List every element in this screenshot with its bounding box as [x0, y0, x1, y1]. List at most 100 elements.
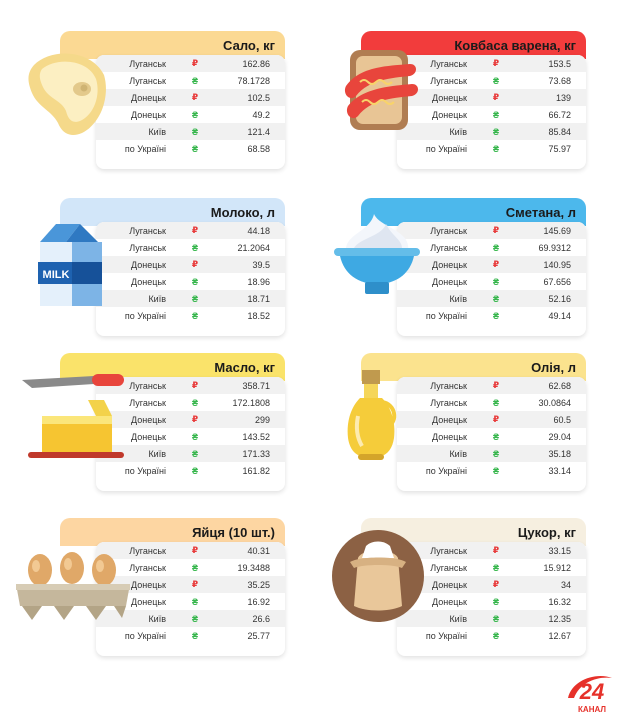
city-label: Луганськ — [129, 58, 166, 69]
card-title: Сметана, л — [505, 205, 576, 220]
table-row: по Україні ₴ 18.52 — [96, 307, 285, 324]
table-row: Донецьк ₴ 29.04 — [397, 428, 586, 445]
card-smetana: Сметана, л Луганськ ₽145.69 Луганськ ₴ 69.93… — [361, 198, 586, 338]
price-value: 49.14 — [548, 310, 571, 321]
ruble-sign-icon: ₽ — [191, 579, 199, 589]
card-tsukor: Цукор, кг Луганськ ₽33.15 Луганськ ₴ 15.912 Д… — [361, 518, 586, 658]
table-row: Луганськ ₽62.68 — [397, 377, 586, 394]
city-label: Київ — [148, 293, 166, 304]
price-value: 25.77 — [247, 630, 270, 641]
price-value: 139 — [555, 92, 571, 103]
city-label: Київ — [449, 126, 467, 137]
card-header — [361, 353, 586, 381]
hryvnia-sign-icon: ₴ — [191, 143, 198, 154]
table-row: Донецьк ₴ 18.96 — [96, 273, 285, 290]
sugar-sack-icon — [332, 530, 424, 622]
ruble-sign-icon: ₽ — [492, 545, 500, 555]
price-table: Луганськ ₽162.86 Луганськ ₴ 78.1728 Донецьк ₽1… — [96, 55, 285, 169]
city-label: Донецьк — [131, 92, 166, 103]
ruble-sign-icon: ₽ — [191, 225, 199, 235]
table-row: по Україні ₴ 25.77 — [96, 627, 285, 644]
price-value: 75.97 — [548, 143, 571, 154]
city-label: Донецьк — [432, 431, 467, 442]
hryvnia-sign-icon: ₴ — [191, 276, 198, 287]
svg-text:КАНАЛ: КАНАЛ — [578, 705, 606, 714]
city-label: Донецьк — [432, 414, 467, 425]
city-label: Донецьк — [131, 414, 166, 425]
price-value: 26.6 — [252, 613, 270, 624]
lard-icon — [28, 53, 106, 135]
price-value: 62.68 — [548, 380, 571, 391]
ruble-sign-icon: ₽ — [191, 259, 199, 269]
table-row: Донецьк ₴ 16.92 — [96, 593, 285, 610]
table-row: Київ ₴ 85.84 — [397, 123, 586, 140]
city-label: по Україні — [425, 630, 467, 641]
city-label: Луганськ — [430, 380, 467, 391]
city-label: Луганськ — [430, 397, 467, 408]
price-value: 18.52 — [247, 310, 270, 321]
hryvnia-sign-icon: ₴ — [191, 75, 198, 86]
oil-bottle-icon — [347, 370, 397, 460]
table-row: Донецьк ₴ 143.52 — [96, 428, 285, 445]
hryvnia-sign-icon: ₴ — [191, 109, 198, 120]
milk-carton-icon: MILK — [38, 224, 102, 306]
card-maslo: Масло, кг Луганськ ₽358.71 Луганськ ₴ 172.18… — [60, 353, 285, 493]
hryvnia-sign-icon: ₴ — [492, 143, 499, 154]
city-label: Луганськ — [129, 75, 166, 86]
city-label: Луганськ — [129, 562, 166, 573]
table-row: Донецьк ₽35.25 — [96, 576, 285, 593]
table-row: по Україні ₴ 75.97 — [397, 140, 586, 157]
ruble-sign-icon: ₽ — [492, 579, 500, 589]
hryvnia-sign-icon: ₴ — [191, 613, 198, 624]
table-row: по Україні ₴ 12.67 — [397, 627, 586, 644]
hryvnia-sign-icon: ₴ — [191, 465, 198, 476]
price-value: 39.5 — [252, 259, 270, 270]
city-label: Луганськ — [129, 397, 166, 408]
table-row: Донецьк ₽102.5 — [96, 89, 285, 106]
city-label: Луганськ — [129, 242, 166, 253]
hryvnia-sign-icon: ₴ — [492, 242, 499, 253]
price-value: 153.5 — [548, 58, 571, 69]
table-row: по Україні ₴ 68.58 — [96, 140, 285, 157]
channel-24-logo: 24 КАНАЛ — [568, 676, 612, 714]
city-label: Луганськ — [430, 58, 467, 69]
hryvnia-sign-icon: ₴ — [191, 431, 198, 442]
ruble-sign-icon: ₽ — [191, 545, 199, 555]
price-value: 19.3488 — [237, 562, 270, 573]
ruble-sign-icon: ₽ — [492, 92, 500, 102]
hryvnia-sign-icon: ₴ — [191, 596, 198, 607]
table-row: по Україні ₴ 33.14 — [397, 462, 586, 479]
price-value: 30.0864 — [538, 397, 571, 408]
price-value: 16.32 — [548, 596, 571, 607]
city-label: Луганськ — [129, 545, 166, 556]
hryvnia-sign-icon: ₴ — [191, 293, 198, 304]
hryvnia-sign-icon: ₴ — [492, 562, 499, 573]
table-row: Луганськ ₽33.15 — [397, 542, 586, 559]
card-title: Сало, кг — [223, 38, 275, 53]
price-value: 140.95 — [543, 259, 571, 270]
hryvnia-sign-icon: ₴ — [191, 126, 198, 137]
table-row: по Україні ₴ 161.82 — [96, 462, 285, 479]
ruble-sign-icon: ₽ — [492, 259, 500, 269]
price-value: 52.16 — [548, 293, 571, 304]
price-value: 12.67 — [548, 630, 571, 641]
hryvnia-sign-icon: ₴ — [191, 242, 198, 253]
city-label: по Україні — [425, 465, 467, 476]
city-label: Київ — [449, 293, 467, 304]
price-table: Луганськ ₽62.68 Луганськ ₴ 30.0864 Донецьк ₽60… — [397, 377, 586, 491]
table-row: Луганськ ₽358.71 — [96, 377, 285, 394]
hryvnia-sign-icon: ₴ — [492, 465, 499, 476]
hryvnia-sign-icon: ₴ — [191, 562, 198, 573]
table-row: Луганськ ₽145.69 — [397, 222, 586, 239]
table-row: Луганськ ₽162.86 — [96, 55, 285, 72]
table-row: Луганськ ₴ 30.0864 — [397, 394, 586, 411]
card-title: Молоко, л — [210, 205, 275, 220]
hryvnia-sign-icon: ₴ — [191, 448, 198, 459]
card-title: Цукор, кг — [517, 525, 576, 540]
city-label: Донецьк — [432, 92, 467, 103]
ruble-sign-icon: ₽ — [191, 414, 199, 424]
city-label: Луганськ — [430, 545, 467, 556]
price-value: 16.92 — [247, 596, 270, 607]
table-row: Донецьк ₴ 67.656 — [397, 273, 586, 290]
city-label: Луганськ — [430, 242, 467, 253]
